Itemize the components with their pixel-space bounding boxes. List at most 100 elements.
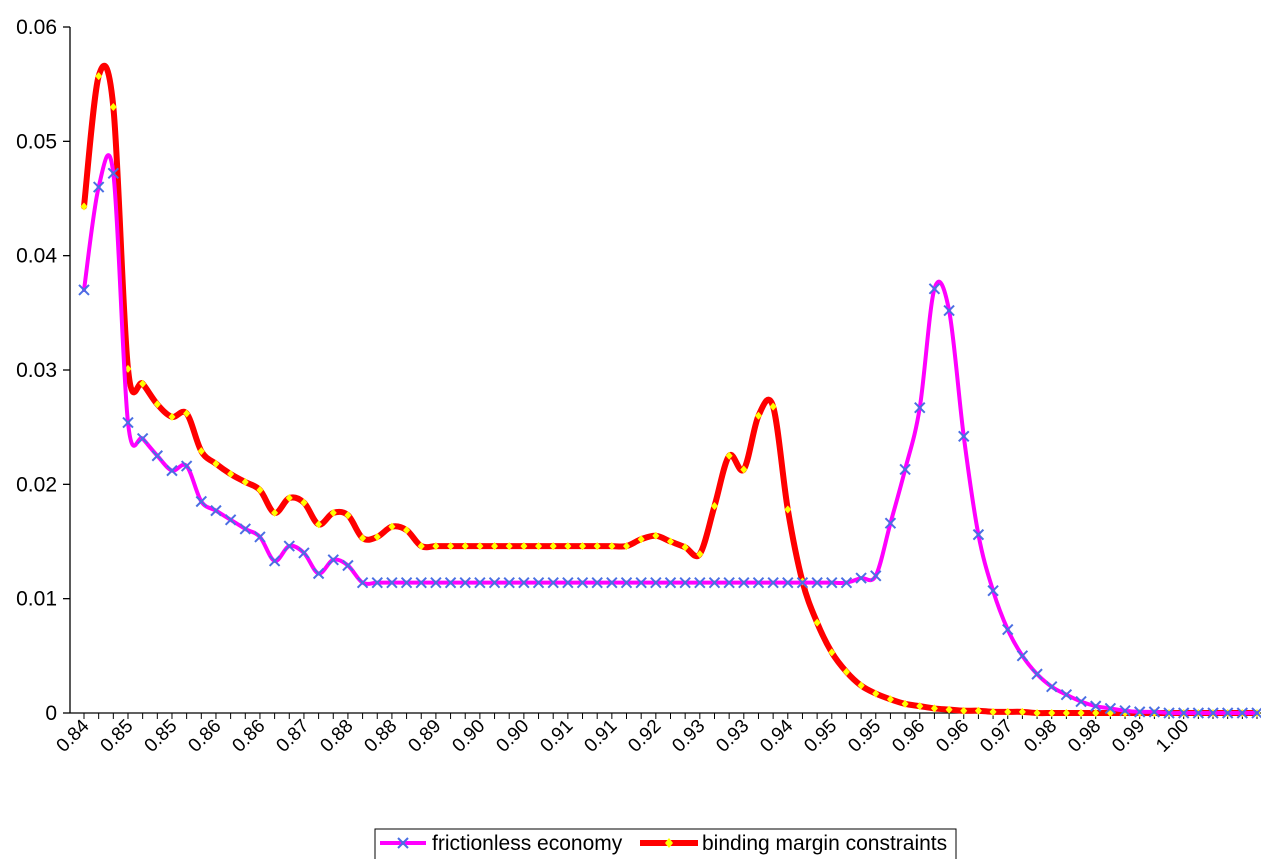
x-tick-label: 1.00 [1152,716,1193,757]
data-point-frictionless [166,464,178,477]
data-point-frictionless [972,528,985,541]
data-point-binding [1033,709,1041,717]
data-point-binding [710,502,718,511]
data-point-frictionless [620,576,633,589]
data-point-binding [476,542,484,551]
data-point-binding [784,505,792,514]
x-tick-label: 0.87 [272,716,313,757]
data-point-frictionless [723,576,735,589]
x-tick-label: 0.86 [228,716,269,757]
data-point-binding [989,707,997,716]
data-point-frictionless [386,576,398,589]
data-point-frictionless [151,450,164,462]
legend-label-binding: binding margin constraints [702,832,947,855]
data-point-binding [417,542,425,551]
data-point-frictionless [356,576,369,589]
data-point-frictionless [503,576,515,589]
data-point-binding [740,465,748,474]
data-point-binding [461,542,469,551]
data-point-binding [197,447,205,456]
data-point-binding [945,705,953,714]
data-point-binding [1077,709,1085,717]
data-point-frictionless [650,576,662,589]
data-point-frictionless [899,463,911,476]
x-tick-label: 0.91 [580,716,621,757]
x-tick-label: 0.88 [360,716,401,757]
data-point-frictionless [855,572,867,584]
data-point-frictionless [1119,705,1131,717]
x-tick-label: 0.95 [844,716,885,757]
data-point-binding [1018,707,1026,716]
data-point-binding [344,511,352,520]
data-point-frictionless [532,576,545,589]
data-point-frictionless [1060,688,1073,701]
legend-marker-binding [665,838,673,848]
data-point-binding [1062,709,1070,717]
y-tick-label: 0.03 [16,359,57,382]
data-point-frictionless [664,576,677,589]
x-tick-label: 0.85 [97,716,138,757]
data-point-binding [608,542,616,551]
chart-legend: frictionless economy binding margin cons… [374,828,957,859]
data-point-frictionless [78,284,90,296]
data-point-frictionless [210,504,222,517]
data-point-binding [1092,709,1100,717]
data-point-binding [974,706,982,715]
x-tick-label: 0.90 [448,716,489,757]
data-point-frictionless [547,576,559,589]
data-point-frictionless [195,495,208,508]
data-point-binding [432,542,440,551]
data-point-binding [153,400,161,409]
data-point-binding [80,202,88,211]
x-tick-label: 0.88 [316,716,357,757]
data-point-frictionless [591,576,603,589]
data-point-binding [315,520,323,529]
data-point-binding [329,508,337,517]
series-line-binding [81,62,1260,717]
chart-series [78,62,1261,719]
legend-label-frictionless: frictionless economy [432,832,623,855]
data-point-binding [960,706,968,715]
data-point-frictionless [444,576,457,589]
data-point-binding [637,535,645,544]
data-point-binding [579,542,587,551]
data-point-frictionless [1104,702,1117,715]
data-point-frictionless [958,430,970,443]
x-tick-label: 0.96 [888,716,929,757]
data-point-frictionless [327,554,339,566]
data-point-frictionless [694,576,706,589]
data-point-binding [813,618,821,627]
data-point-binding [139,379,147,388]
x-tick-label: 0.92 [624,716,665,757]
data-point-binding [828,648,836,657]
data-point-binding [1048,709,1056,717]
y-tick-label: 0 [45,702,57,725]
data-point-frictionless [738,576,750,589]
data-point-frictionless [92,181,105,193]
data-point-binding [95,72,103,81]
data-point-binding [491,542,499,551]
data-point-binding [564,542,572,551]
series-line-frictionless [82,153,1259,716]
data-point-frictionless [268,555,281,567]
data-point-binding [300,498,308,507]
data-point-binding [901,699,909,708]
data-point-binding [886,695,894,704]
data-point-frictionless [708,576,721,589]
data-point-binding [359,534,367,543]
data-point-frictionless [518,576,530,589]
data-point-binding [256,486,264,495]
y-tick-label: 0.04 [16,245,57,268]
data-point-frictionless [459,576,471,589]
series-binding [80,62,1261,717]
data-point-frictionless [180,460,193,472]
data-point-frictionless [987,584,999,597]
data-point-frictionless [679,576,691,589]
x-tick-label: 0.93 [668,716,709,757]
x-tick-label: 0.91 [536,716,577,757]
data-point-frictionless [870,570,882,582]
data-point-binding [857,681,865,690]
data-point-frictionless [107,167,120,180]
data-point-frictionless [1031,668,1043,680]
data-point-binding [872,689,880,698]
